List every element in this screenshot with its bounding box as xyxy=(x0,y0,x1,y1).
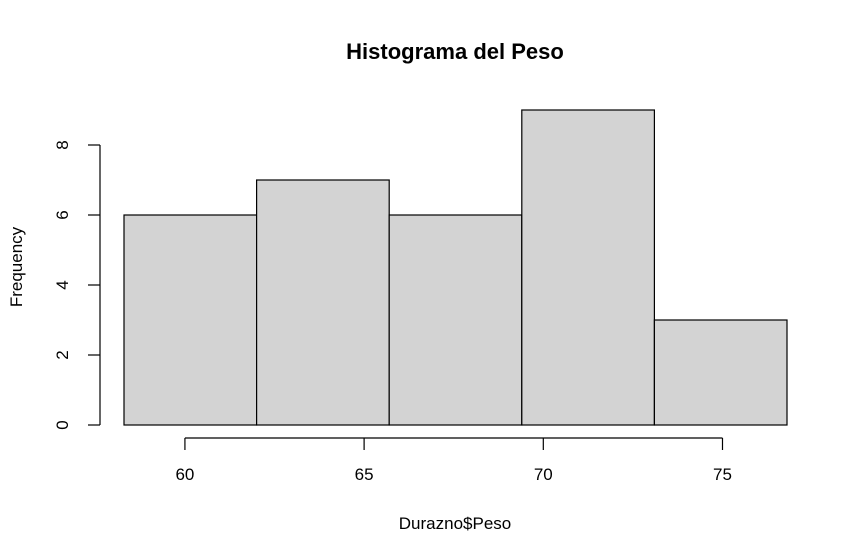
x-tick-label-1: 65 xyxy=(355,465,374,484)
histogram-bar-0 xyxy=(123,214,258,426)
histogram-bar-1 xyxy=(256,179,390,426)
chart-title: Histograma del Peso xyxy=(346,39,564,64)
y-tick-label-2: 4 xyxy=(53,280,72,289)
y-tick-label-4: 8 xyxy=(53,140,72,149)
histogram-bar-4 xyxy=(653,319,788,426)
x-tick-label-3: 75 xyxy=(713,465,732,484)
y-axis-label: Frequency xyxy=(7,226,26,307)
bars-group xyxy=(123,109,788,426)
x-axis: 60 65 70 75 xyxy=(175,437,732,484)
y-axis: 0 2 4 6 8 xyxy=(53,140,101,430)
x-axis-label: Durazno$Peso xyxy=(399,514,511,533)
y-tick-label-0: 0 xyxy=(53,420,72,429)
y-tick-label-1: 2 xyxy=(53,350,72,359)
x-tick-label-2: 70 xyxy=(534,465,553,484)
histogram-bar-2 xyxy=(388,214,523,426)
histogram-bar-3 xyxy=(521,109,655,426)
y-tick-label-3: 6 xyxy=(53,210,72,219)
x-tick-label-0: 60 xyxy=(175,465,194,484)
